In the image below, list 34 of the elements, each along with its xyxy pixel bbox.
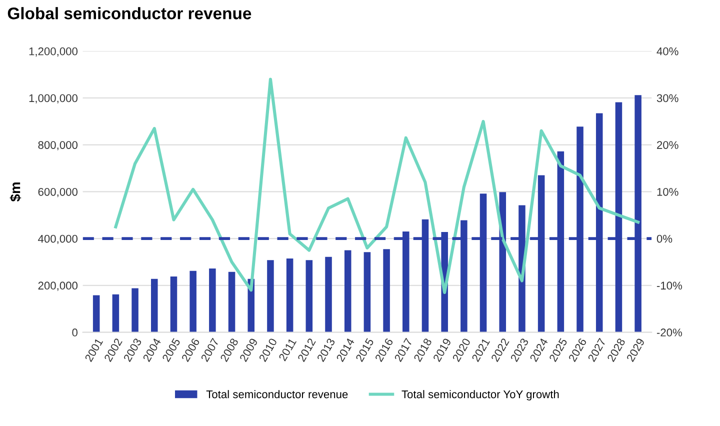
bar <box>112 294 120 332</box>
y2-tick-label: 20% <box>657 141 678 149</box>
bar <box>92 295 100 332</box>
bar <box>228 272 236 332</box>
y2-tick-label: 30% <box>656 94 678 102</box>
legend-label: Total semiconductor revenue <box>206 390 348 398</box>
y-tick-label: 0 <box>72 328 78 336</box>
bar <box>286 258 294 332</box>
bar <box>383 249 390 332</box>
line-series <box>114 78 640 294</box>
bar <box>209 268 216 332</box>
y2-tick-label: 10% <box>657 188 678 196</box>
chart-title: Global semiconductor revenue <box>8 7 252 20</box>
bar <box>306 260 313 332</box>
bar <box>190 270 196 332</box>
bar <box>325 256 332 332</box>
y-tick-label: 400,000 <box>38 234 78 244</box>
y2-tick-label: -10% <box>656 282 682 290</box>
bar <box>344 250 352 332</box>
y-axis-title: $m <box>10 182 22 202</box>
y2-tick-label: -20% <box>656 328 682 336</box>
y2-tick-label: 40% <box>656 47 678 56</box>
y2-tick-label: 0% <box>656 234 672 243</box>
y-tick-label: 1,000,000 <box>29 94 78 104</box>
y-tick-label: 200,000 <box>38 282 78 291</box>
bar <box>267 260 274 332</box>
legend-label: Total semiconductor YoY growth <box>402 390 559 400</box>
y-tick-label: 800,000 <box>38 141 78 150</box>
bar <box>364 252 371 332</box>
bar <box>132 288 138 332</box>
y-tick-label: 1,200,000 <box>29 47 78 57</box>
bar <box>151 278 158 332</box>
bar <box>170 276 178 332</box>
y-tick-label: 600,000 <box>38 188 78 198</box>
